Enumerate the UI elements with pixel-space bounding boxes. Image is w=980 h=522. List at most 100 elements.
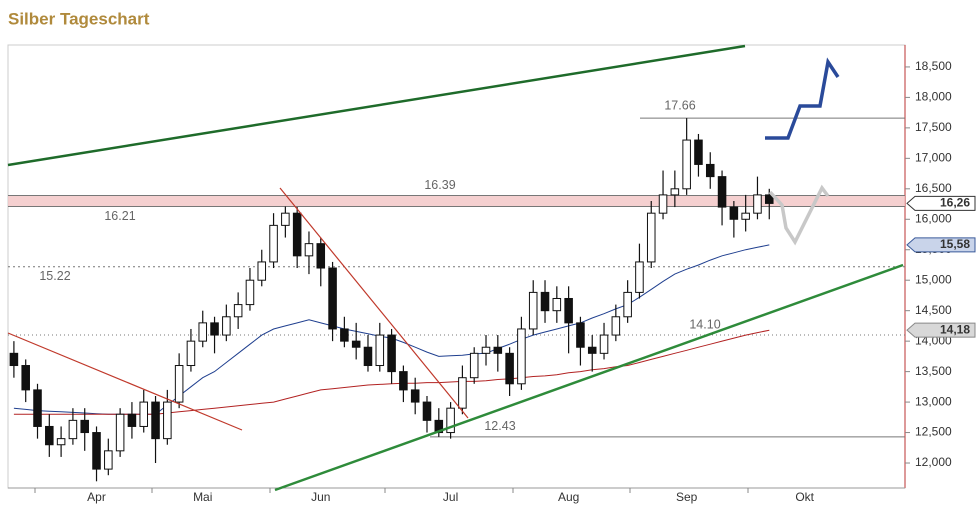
candle-body — [694, 139, 703, 165]
candle-body — [127, 413, 137, 427]
y-tick-label: 12,000 — [915, 455, 952, 469]
candle-body — [528, 291, 538, 330]
candle-body — [80, 419, 89, 434]
candle-body — [599, 334, 609, 354]
candle-body — [21, 365, 30, 391]
candle-body — [257, 261, 267, 281]
candle-body — [635, 261, 644, 293]
candle-body — [552, 297, 562, 312]
candle-body — [222, 316, 231, 336]
candle-body — [292, 212, 302, 257]
candle-body — [115, 413, 125, 452]
candle-body — [92, 432, 101, 470]
candle-body — [564, 297, 573, 324]
candle-body — [741, 212, 750, 220]
candle-body — [410, 389, 420, 403]
x-tick-label: Jun — [311, 490, 330, 504]
y-tick-label: 13,500 — [915, 364, 952, 378]
x-tick-label: Jul — [443, 490, 458, 504]
y-tick-label: 17,000 — [915, 151, 952, 165]
candle-body — [375, 334, 385, 367]
price-tag — [906, 322, 976, 338]
x-tick-label: Mai — [193, 490, 212, 504]
y-tick-label: 18,500 — [915, 59, 952, 73]
candle-body — [163, 401, 172, 440]
candle-body — [682, 139, 691, 190]
arrow-down — [768, 184, 830, 246]
candle-body — [316, 243, 326, 269]
candle-body — [646, 212, 656, 263]
candle-body — [517, 328, 526, 385]
candle-body — [210, 322, 219, 336]
candle-body — [658, 194, 668, 214]
candle-body — [717, 176, 727, 208]
candle-body — [233, 304, 243, 318]
price-tag — [906, 237, 976, 253]
candle-body — [753, 194, 762, 214]
price-tag-label: 14,18 — [940, 322, 970, 336]
candle-body — [9, 352, 19, 367]
x-tick-label: Okt — [795, 490, 814, 504]
arrow-up — [765, 57, 840, 140]
candle-body — [340, 328, 349, 342]
trend-line — [7, 44, 746, 167]
candle-body — [387, 334, 396, 373]
candle-body — [446, 407, 455, 434]
y-tick-label: 16,000 — [915, 211, 952, 225]
candle-body — [729, 206, 739, 220]
candle-body — [587, 346, 597, 354]
candle-body — [505, 352, 514, 385]
candle-body — [540, 291, 550, 312]
candle-body — [198, 322, 208, 342]
candle-body — [493, 346, 503, 354]
level-label: 12.43 — [484, 419, 515, 433]
y-tick-label: 14,500 — [915, 303, 952, 317]
candle-body — [422, 401, 432, 421]
candle-body — [281, 212, 290, 226]
candle-body — [481, 346, 491, 354]
x-tick-label: Sep — [676, 490, 698, 504]
trend-line — [7, 332, 243, 431]
candle-body — [33, 389, 42, 427]
x-tick-label: Apr — [87, 490, 106, 504]
level-label: 17.66 — [664, 98, 695, 112]
candle-body — [670, 188, 680, 196]
price-tag-label: 15,58 — [940, 237, 970, 251]
candle-body — [174, 365, 184, 403]
level-label: 15.22 — [39, 269, 70, 283]
candle-body — [104, 450, 113, 470]
candle-body — [363, 346, 373, 367]
trend-line — [279, 187, 469, 419]
candle-body — [245, 279, 255, 306]
price-tag — [906, 195, 976, 211]
candle-body — [151, 401, 160, 440]
trend-line — [274, 263, 904, 492]
candle-body — [764, 194, 774, 204]
level-label: 14.10 — [689, 317, 720, 331]
candle-body — [351, 340, 361, 348]
candle-body — [576, 322, 585, 348]
candle-body — [186, 340, 196, 367]
candle-body — [611, 316, 621, 336]
candle-body — [139, 401, 149, 427]
candle-body — [399, 371, 408, 391]
candle-body — [269, 224, 278, 263]
x-ticks — [34, 488, 749, 493]
candle-body — [68, 419, 78, 440]
chart-title: Silber Tageschart — [8, 9, 150, 28]
y-tick-label: 17,500 — [915, 120, 952, 134]
candle-body — [705, 163, 715, 178]
y-tick-label: 13,000 — [915, 394, 952, 408]
candle-body — [623, 291, 632, 318]
y-tick-label: 15,000 — [915, 272, 952, 286]
candle-body — [45, 425, 54, 446]
candle-body — [328, 267, 337, 330]
candle-body — [304, 243, 314, 257]
candle-body — [469, 352, 479, 379]
candle-body — [458, 377, 467, 409]
level-label: 16.39 — [424, 178, 455, 192]
level-label: 16.21 — [104, 209, 135, 223]
price-tag-label: 16,26 — [940, 196, 970, 210]
x-tick-label: Aug — [558, 490, 579, 504]
